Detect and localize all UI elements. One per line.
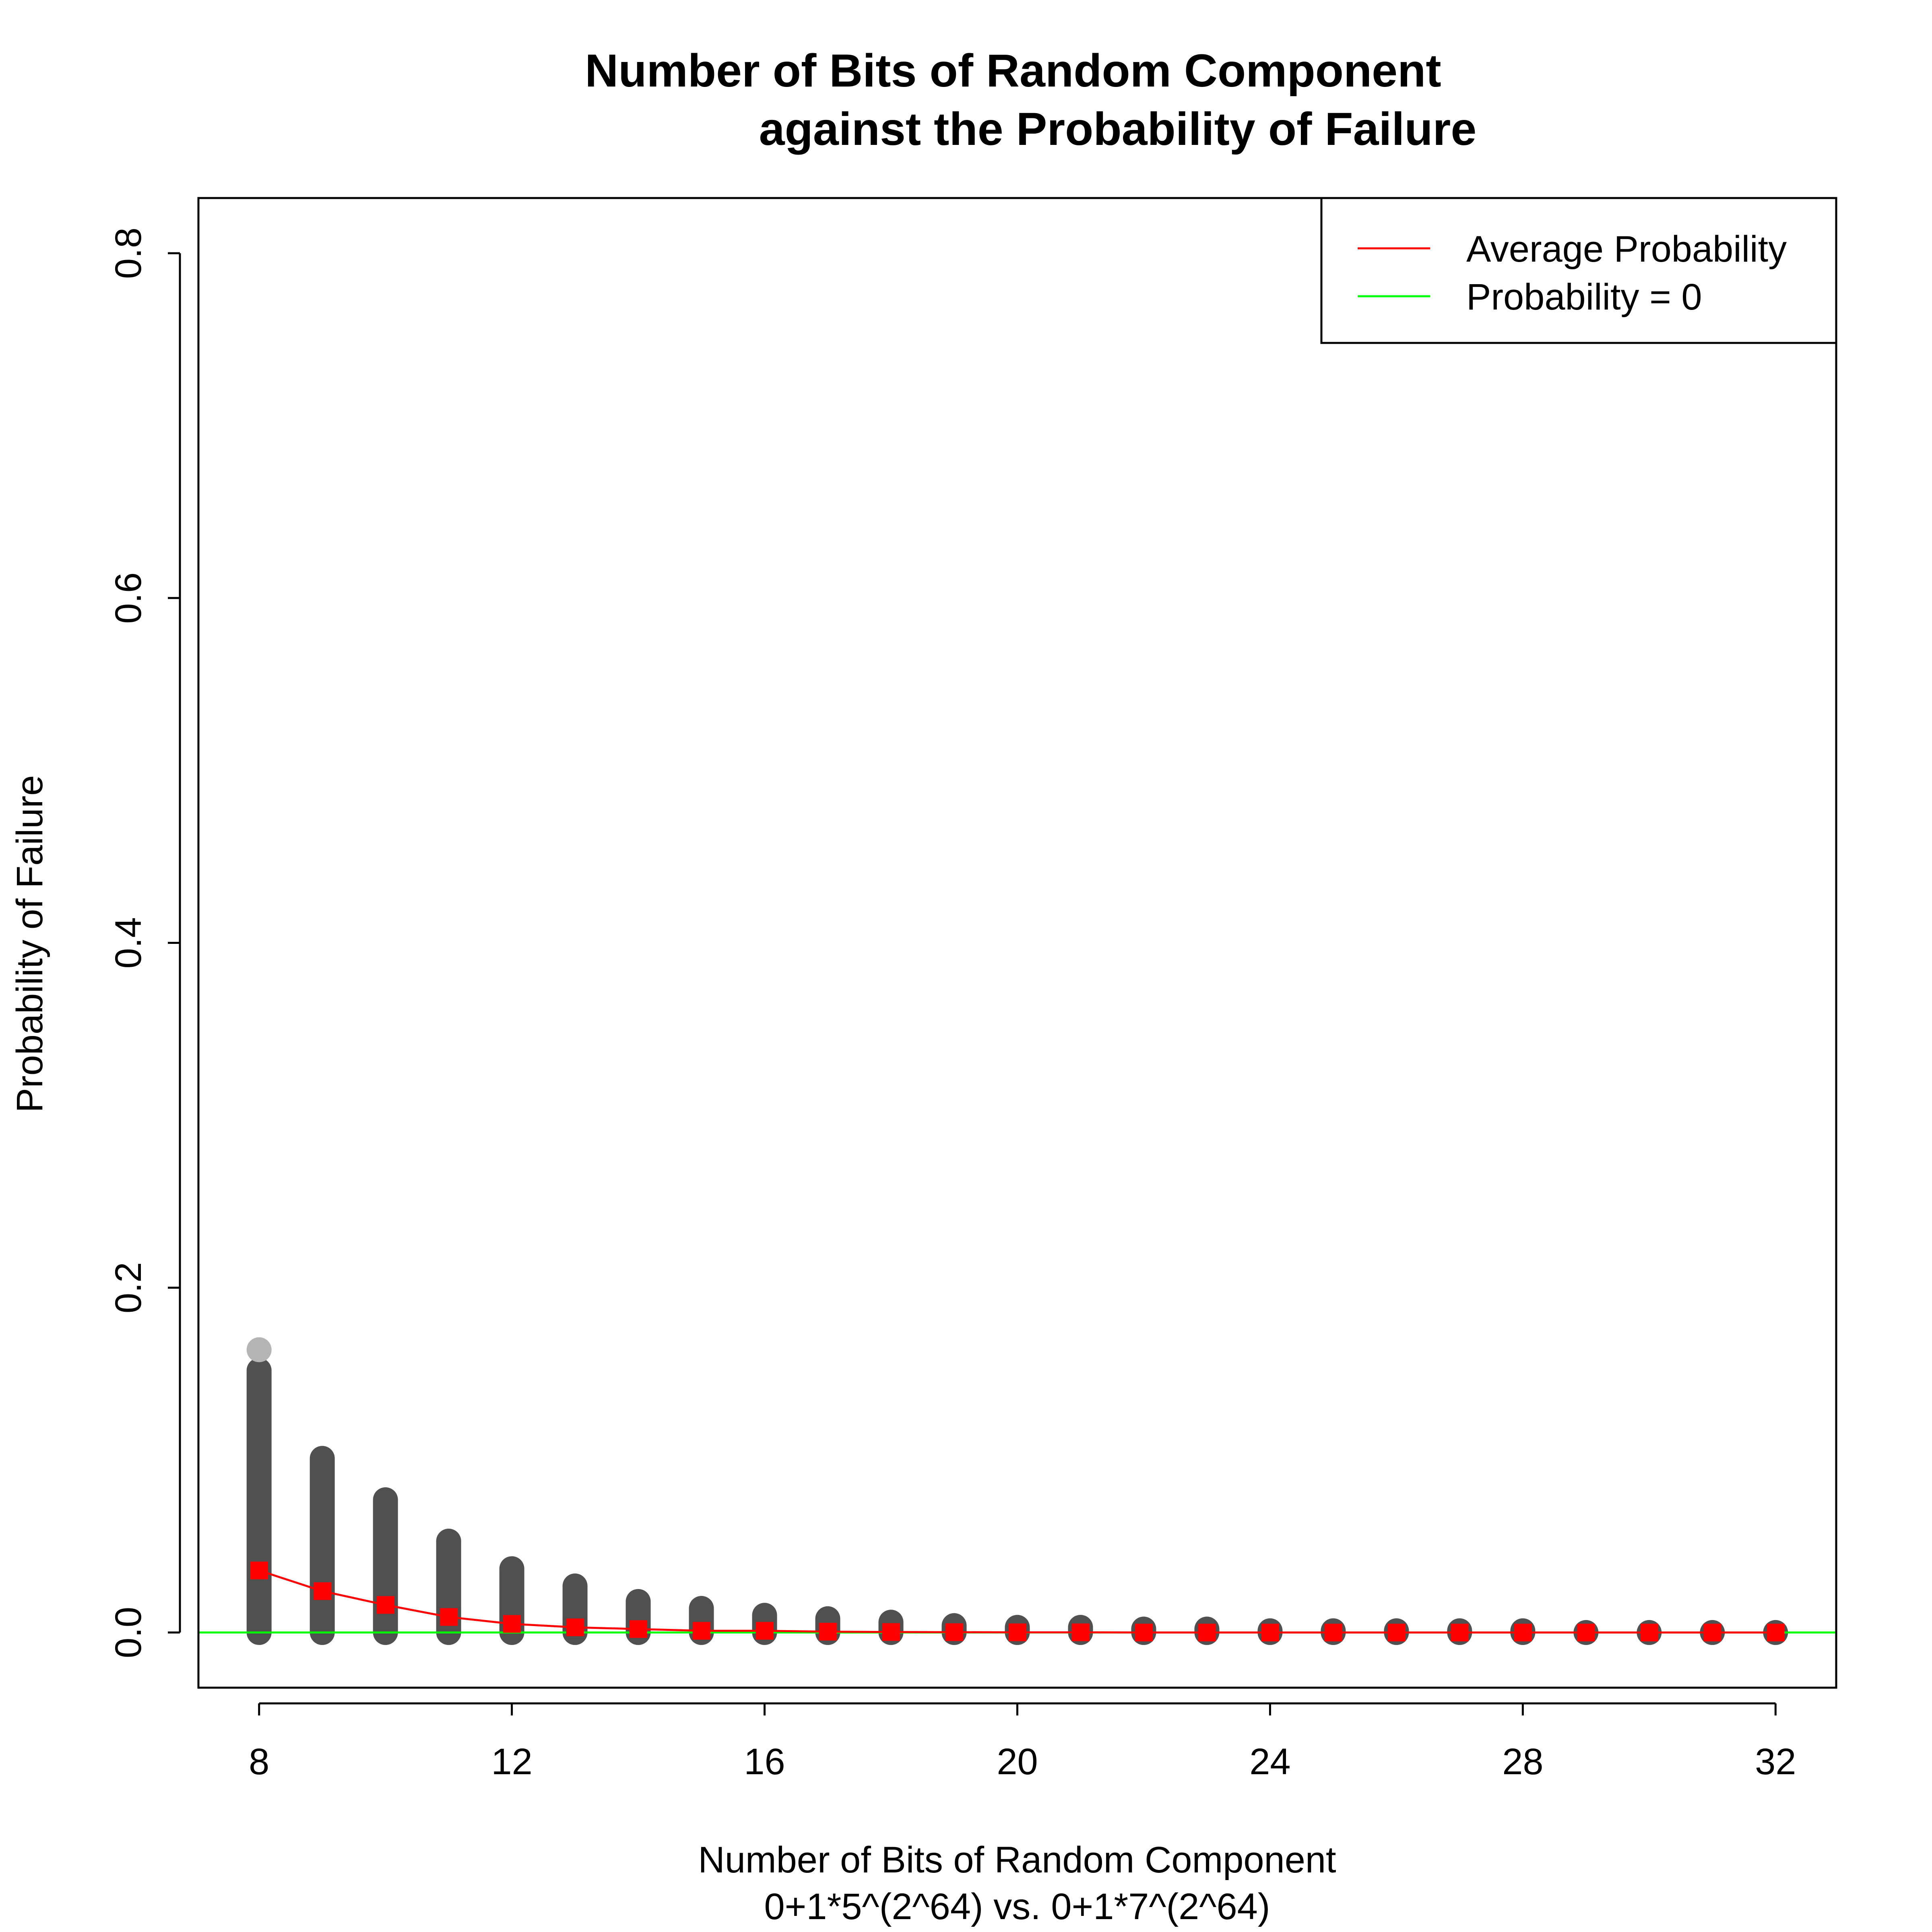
average-marker-24 bbox=[1261, 1623, 1279, 1641]
x-axis-label-line2: 0+1*5^(2^64) vs. 0+1*7^(2^64) bbox=[764, 1886, 1270, 1927]
y-tick-label-1: 0.2 bbox=[108, 1262, 149, 1313]
x-axis-label-line1: Number of Bits of Random Component bbox=[698, 1839, 1336, 1880]
distribution-outlier-point-8 bbox=[246, 1337, 272, 1362]
x-axis: 8 12 16 20 24 28 32 bbox=[249, 1702, 1796, 1782]
distribution-points-series bbox=[246, 1337, 1788, 1645]
legend-box bbox=[1320, 197, 1837, 344]
average-marker-15 bbox=[692, 1622, 710, 1640]
average-marker-26 bbox=[1387, 1623, 1406, 1641]
average-marker-12 bbox=[503, 1615, 521, 1633]
plot-frame bbox=[197, 197, 1837, 1689]
average-marker-13 bbox=[566, 1618, 584, 1637]
y-tick-label-3: 0.6 bbox=[108, 572, 149, 624]
average-marker-21 bbox=[1071, 1623, 1090, 1641]
average-marker-25 bbox=[1324, 1623, 1342, 1641]
average-marker-19 bbox=[945, 1623, 963, 1641]
average-marker-17 bbox=[819, 1622, 837, 1641]
y-tick-label-2: 0.4 bbox=[108, 917, 149, 969]
y-tick-label-0: 0.0 bbox=[108, 1607, 149, 1658]
average-marker-20 bbox=[1008, 1623, 1026, 1641]
average-marker-22 bbox=[1135, 1623, 1153, 1641]
average-marker-18 bbox=[882, 1623, 900, 1641]
average-marker-23 bbox=[1198, 1623, 1216, 1641]
average-marker-16 bbox=[755, 1622, 774, 1640]
y-tick-label-4: 0.8 bbox=[108, 227, 149, 279]
average-marker-29 bbox=[1577, 1623, 1595, 1641]
x-tick-label-20: 20 bbox=[997, 1741, 1038, 1782]
average-marker-28 bbox=[1514, 1623, 1532, 1641]
x-tick-label-28: 28 bbox=[1502, 1741, 1543, 1782]
y-axis-label: Probability of Failure bbox=[9, 775, 50, 1113]
chart-title-line2: against the Probability of Failure bbox=[759, 103, 1477, 155]
legend: Average Probability Probability = 0 bbox=[1320, 197, 1837, 344]
legend-label-probability-zero: Probability = 0 bbox=[1466, 277, 1702, 318]
x-tick-label-24: 24 bbox=[1249, 1741, 1290, 1782]
average-marker-8 bbox=[250, 1561, 268, 1579]
average-marker-32 bbox=[1767, 1623, 1785, 1641]
average-marker-14 bbox=[629, 1620, 647, 1638]
legend-label-average-probability: Average Probability bbox=[1466, 229, 1787, 270]
average-marker-30 bbox=[1640, 1623, 1658, 1641]
average-marker-31 bbox=[1703, 1623, 1721, 1641]
average-marker-27 bbox=[1451, 1623, 1469, 1641]
x-tick-label-12: 12 bbox=[491, 1741, 532, 1782]
x-tick-label-32: 32 bbox=[1755, 1741, 1796, 1782]
chart-title-line1: Number of Bits of Random Component bbox=[585, 45, 1441, 97]
average-marker-9 bbox=[313, 1582, 331, 1600]
y-axis: 0.0 0.2 0.4 0.6 0.8 bbox=[108, 227, 181, 1658]
x-tick-label-8: 8 bbox=[249, 1741, 269, 1782]
average-probability-markers bbox=[250, 1561, 1785, 1641]
average-marker-11 bbox=[440, 1608, 458, 1626]
x-tick-label-16: 16 bbox=[744, 1741, 785, 1782]
average-marker-10 bbox=[376, 1596, 394, 1614]
